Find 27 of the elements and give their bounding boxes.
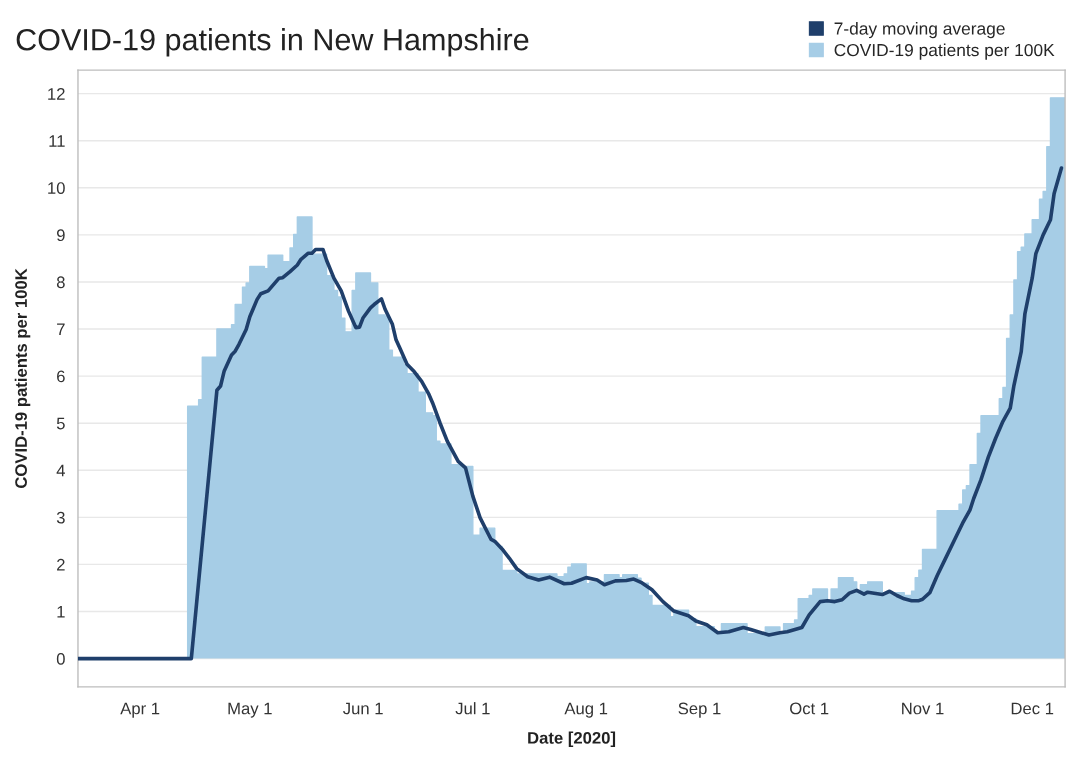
y-tick-label: 9 [56, 229, 65, 242]
x-tick-label: Nov 1 [902, 702, 944, 715]
x-tick-label: Oct 1 [790, 702, 829, 715]
y-axis-title: COVID-19 patients per 100K [14, 268, 31, 488]
y-tick-label: 5 [56, 417, 65, 430]
y-tick-label: 10 [48, 182, 65, 194]
legend-label: 7-day moving average [834, 21, 1005, 39]
x-tick-label: Aug 1 [564, 702, 608, 718]
y-tick-label: 6 [57, 370, 65, 383]
x-tick-label: Sep 1 [678, 702, 721, 718]
y-tick-label: 7 [57, 323, 65, 336]
y-tick-label: 3 [56, 511, 65, 524]
y-tick-label: 12 [48, 88, 65, 100]
chart-title: COVID-19 patients in New Hampshire [16, 28, 529, 57]
y-tick-label: 2 [57, 558, 65, 571]
x-axis-title: Date [2020] [528, 731, 616, 748]
y-tick-label: 1 [57, 606, 65, 618]
x-tick-label: Apr 1 [120, 702, 160, 718]
y-tick-label: 11 [49, 135, 65, 147]
x-tick-label: Dec 1 [1011, 702, 1054, 715]
x-tick-label: May 1 [228, 702, 272, 718]
legend-label: COVID-19 patients per 100K [834, 43, 1055, 60]
y-tick-label: 0 [56, 652, 65, 665]
y-tick-label: 4 [56, 464, 65, 477]
y-tick-label: 8 [56, 276, 65, 289]
x-tick-label: Jul 1 [455, 702, 490, 715]
x-tick-label: Jun 1 [343, 702, 383, 715]
